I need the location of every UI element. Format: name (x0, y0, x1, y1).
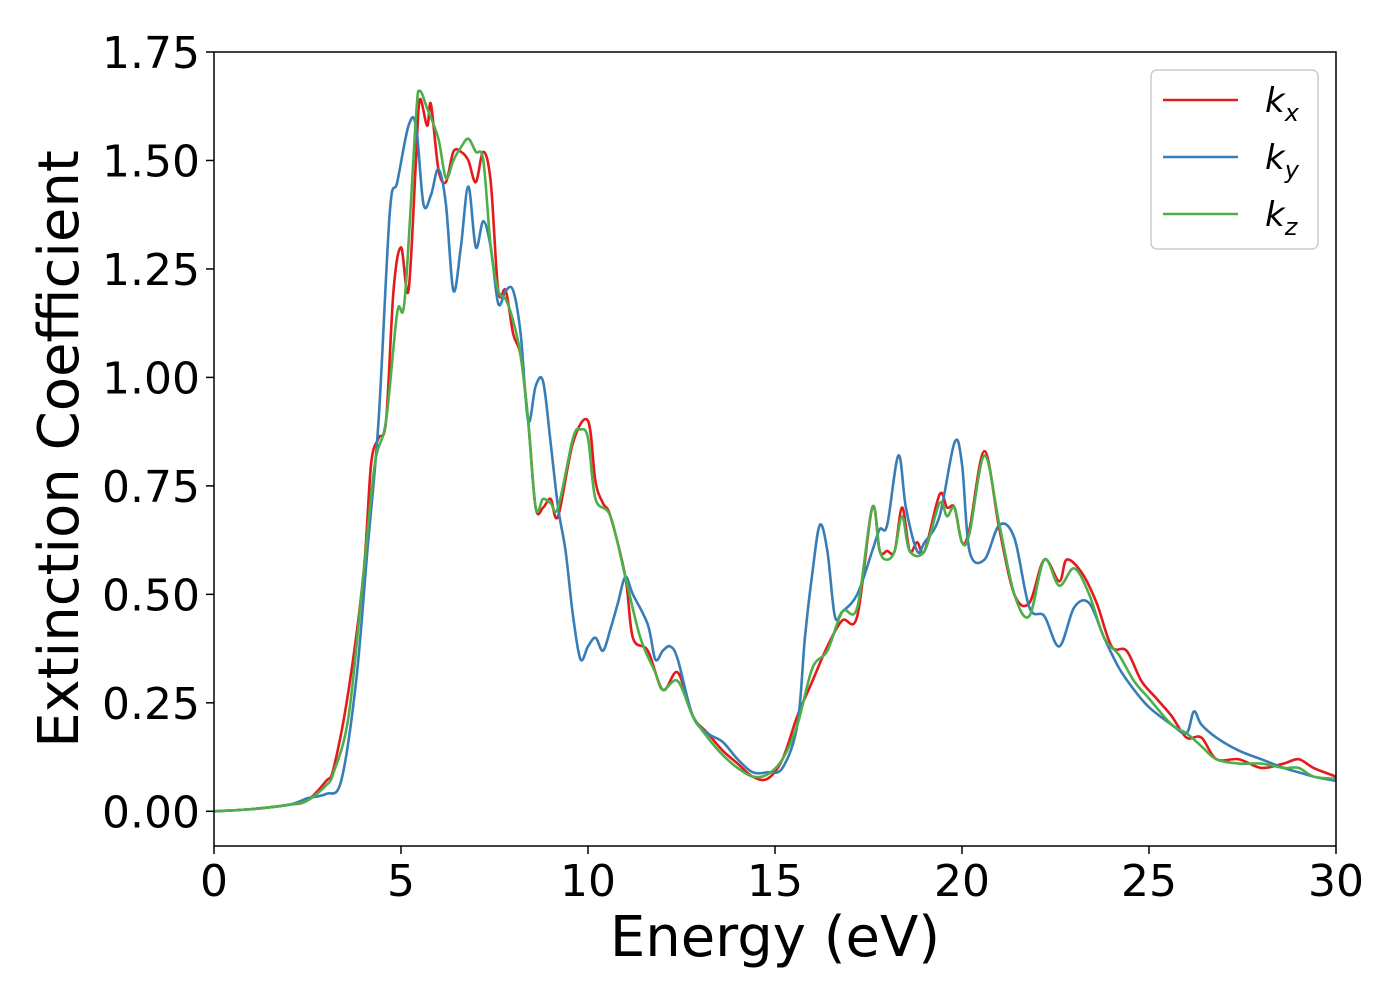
y-tick-label: 0.75 (102, 462, 200, 513)
x-tick-label: 30 (1308, 856, 1364, 907)
x-tick-label: 0 (200, 856, 228, 907)
legend-label-z: kz (1265, 195, 1299, 241)
legend-box (1150, 69, 1319, 250)
legend-label-y: ky (1265, 138, 1300, 184)
series-line-z (213, 89, 1337, 813)
y-tick-label: 0.50 (102, 570, 200, 621)
y-tick-label: 1.75 (102, 28, 200, 79)
x-tick-label: 20 (934, 856, 990, 907)
x-axis-title: Energy (eV) (610, 905, 940, 970)
x-tick-label: 5 (387, 856, 415, 907)
series-line-y (213, 116, 1337, 813)
y-tick-label: 1.50 (102, 136, 200, 187)
y-tick-label: 0.25 (102, 679, 200, 730)
legend-label-base: k (1265, 81, 1286, 121)
legend-label-subscript: z (1284, 213, 1299, 241)
legend-label-subscript: x (1284, 99, 1300, 127)
legend-label-x: kx (1265, 81, 1300, 127)
legend-label-base: k (1265, 195, 1286, 235)
legend-label-base: k (1265, 138, 1286, 178)
x-axis: 0 5 10 15 20 25 30 (200, 846, 1364, 907)
y-tick-label: 0.00 (102, 787, 200, 838)
x-tick-label: 25 (1121, 856, 1177, 907)
y-tick-label: 1.00 (102, 353, 200, 404)
y-axis: 0.00 0.25 0.50 0.75 1.00 1.25 1.50 1.75 (102, 28, 214, 838)
x-tick-label: 10 (560, 856, 616, 907)
x-tick-label: 15 (747, 856, 803, 907)
legend-label-subscript: y (1284, 156, 1300, 184)
series-lines (213, 89, 1337, 813)
y-axis-title: Extinction Coefficient (27, 150, 92, 748)
y-tick-label: 1.25 (102, 245, 200, 296)
